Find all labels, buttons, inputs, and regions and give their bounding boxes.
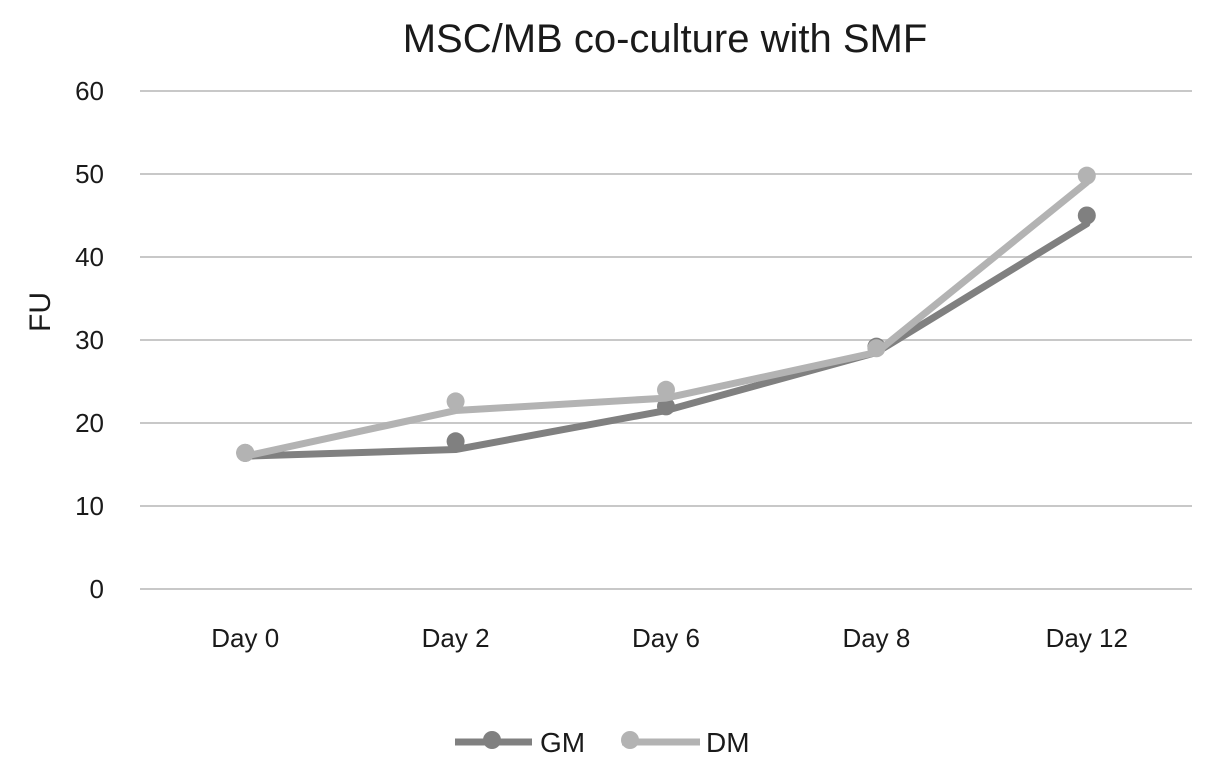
legend-item-gm: GM: [455, 727, 585, 758]
y-tick-label: 20: [75, 408, 104, 438]
series-dm: [236, 166, 1096, 462]
x-tick-labels: Day 0 Day 2 Day 6 Day 8 Day 12: [211, 623, 1128, 653]
legend-swatch-marker: [621, 731, 639, 749]
y-tick-label: 10: [75, 491, 104, 521]
data-point-dm: [867, 339, 886, 358]
y-tick-label: 60: [75, 76, 104, 106]
data-point-dm: [657, 380, 675, 399]
data-point-gm: [446, 432, 465, 451]
data-point-dm: [1077, 166, 1096, 185]
series-layer: [236, 166, 1096, 462]
data-point-dm: [236, 443, 255, 462]
x-tick-label: Day 0: [211, 623, 279, 653]
data-point-gm: [657, 397, 675, 416]
chart-title: MSC/MB co-culture with SMF: [403, 17, 928, 61]
legend-label: DM: [706, 727, 750, 758]
x-tick-label: Day 12: [1046, 623, 1128, 653]
data-point-dm: [446, 392, 465, 411]
legend-swatch-marker: [483, 731, 501, 749]
legend-label: GM: [540, 727, 585, 758]
y-tick-label: 0: [90, 574, 104, 604]
y-tick-label: 40: [75, 242, 104, 272]
y-tick-label: 30: [75, 325, 104, 355]
x-tick-label: Day 6: [632, 623, 700, 653]
y-tick-labels: 0 10 20 30 40 50 60: [75, 76, 104, 604]
legend: GM DM: [455, 727, 750, 758]
x-tick-label: Day 8: [842, 623, 910, 653]
y-tick-label: 50: [75, 159, 104, 189]
data-point-gm: [1077, 206, 1096, 225]
x-tick-label: Day 2: [422, 623, 490, 653]
y-axis-label: FU: [24, 292, 57, 332]
legend-item-dm: DM: [621, 727, 750, 758]
gridlines: [140, 90, 1192, 590]
